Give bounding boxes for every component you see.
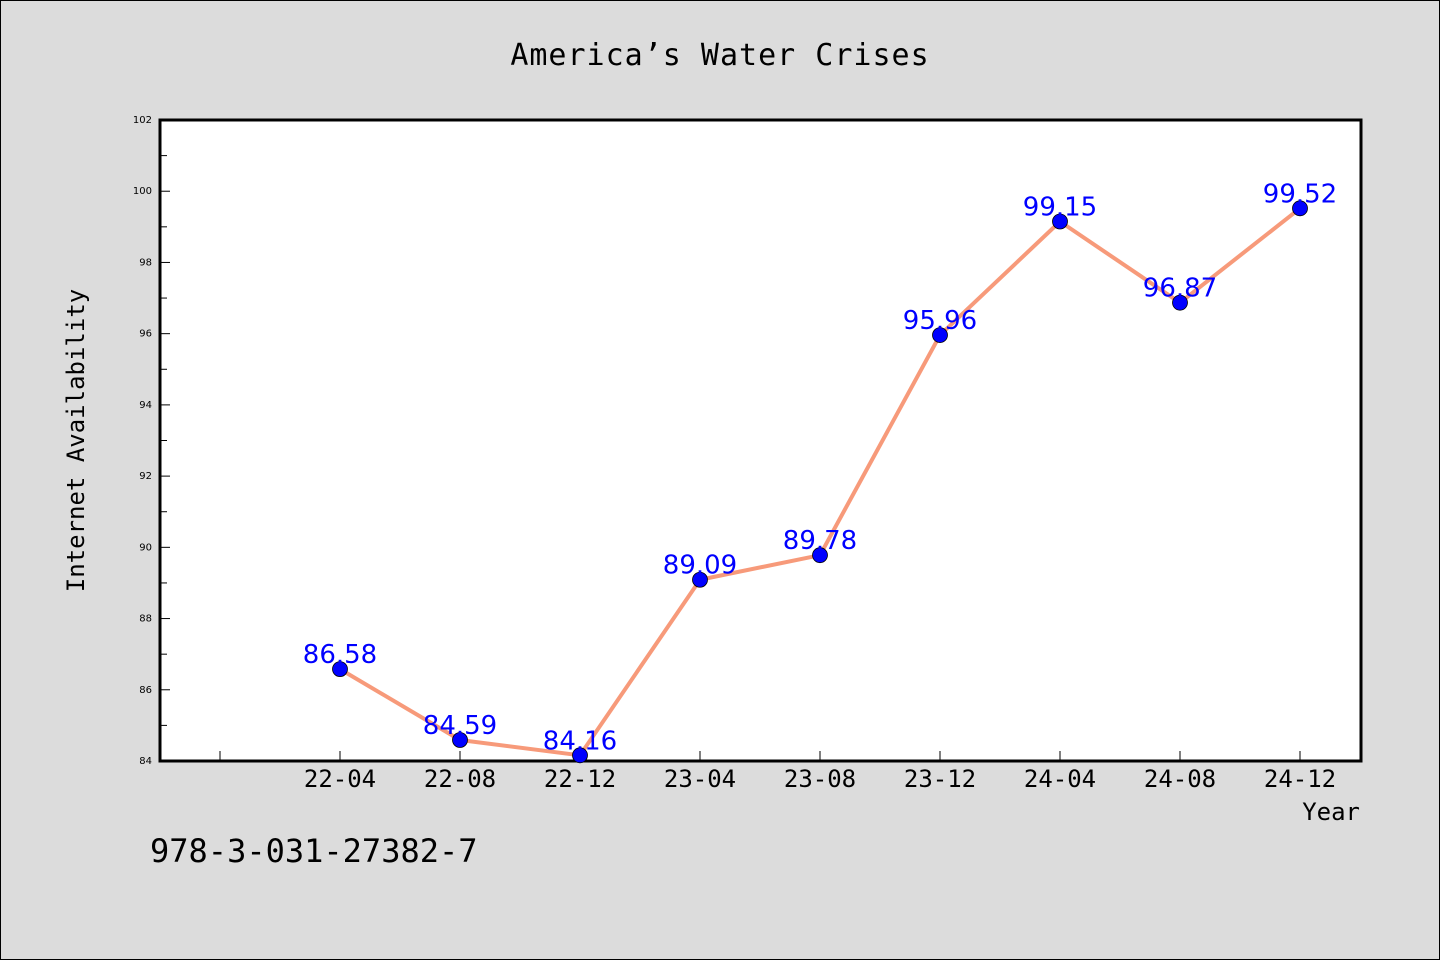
- data-point: [692, 571, 708, 588]
- x-tick-label: 23-12: [904, 765, 976, 793]
- data-point: [932, 327, 948, 343]
- y-tick-label: 102: [133, 115, 152, 126]
- data-point: [1292, 200, 1308, 217]
- data-point: [1172, 294, 1188, 311]
- series-markers: [332, 200, 1308, 764]
- data-label: 84.59: [423, 711, 497, 741]
- data-label: 96.87: [1143, 274, 1217, 304]
- data-label: 99.15: [1023, 192, 1097, 222]
- data-label: 84.16: [543, 726, 617, 756]
- data-point: [812, 547, 828, 564]
- y-tick-label: 98: [139, 257, 152, 268]
- y-tick-label: 94: [139, 400, 152, 411]
- y-tick-label: 96: [139, 329, 152, 340]
- data-point: [1052, 213, 1068, 230]
- x-axis-label: Year: [1302, 798, 1360, 826]
- x-tick-label: 24-04: [1024, 765, 1096, 793]
- data-label: 89.78: [783, 526, 857, 556]
- data-point: [332, 661, 348, 678]
- data-labels: 86.58 84.59 84.16 89.09 89.78 95.96 99.15 96.87…: [303, 179, 1337, 756]
- data-label: 99.52: [1263, 179, 1337, 209]
- y-tick-label: 84: [139, 756, 152, 767]
- data-label: 95.96: [903, 306, 977, 336]
- data-point: [452, 732, 468, 748]
- data-label: 86.58: [303, 640, 377, 670]
- x-tick-label: 23-08: [784, 765, 856, 793]
- data-point: [572, 747, 588, 764]
- x-tick-label: 22-04: [304, 765, 376, 793]
- chart-title: America’s Water Crises: [510, 38, 930, 73]
- x-tick-label: 22-08: [424, 765, 496, 793]
- y-tick-label: 88: [139, 614, 152, 625]
- data-label: 89.09: [663, 551, 737, 581]
- y-tick-label: 100: [133, 186, 152, 197]
- x-tick-label: 22-12: [544, 765, 616, 793]
- y-axis-label: Internet Availability: [62, 289, 90, 592]
- y-tick-label: 86: [139, 685, 152, 696]
- x-tick-label: 24-08: [1144, 765, 1216, 793]
- y-axis-ticks: 84 86 88 90 92 94 96 98 100 102: [133, 115, 170, 767]
- y-tick-label: 90: [139, 542, 152, 553]
- x-axis-ticks: 22-04 22-08 22-12 23-04 23-08 23-12 24-04 24-08…: [219, 751, 1336, 793]
- x-tick-label: 24-12: [1264, 765, 1336, 793]
- y-tick-label: 92: [139, 471, 152, 482]
- plot-area: [158, 118, 1363, 763]
- x-tick-label: 23-04: [664, 765, 736, 793]
- isbn-text: 978-3-031-27382-7: [150, 832, 478, 870]
